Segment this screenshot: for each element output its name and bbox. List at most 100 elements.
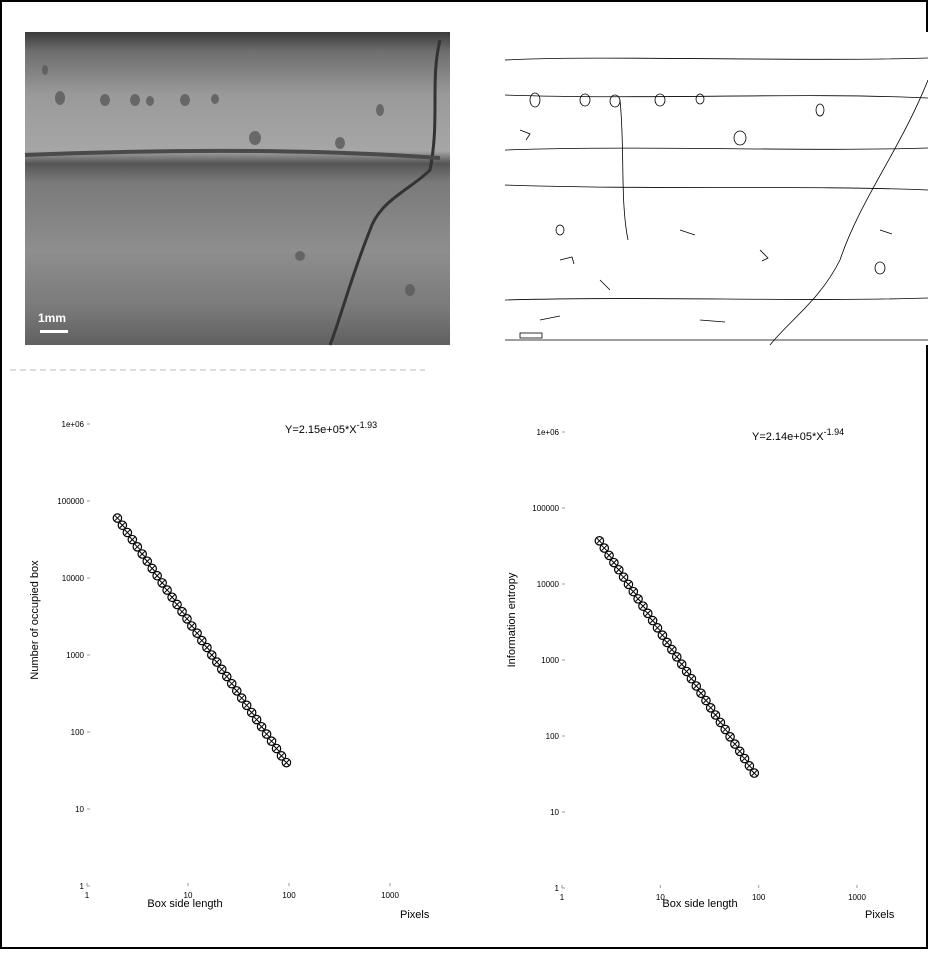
point-ring — [613, 564, 624, 575]
x-tick-label: 1000 — [848, 893, 866, 902]
point-ring — [251, 714, 262, 725]
data-point — [117, 520, 128, 531]
point-cross — [625, 581, 632, 588]
data-point — [206, 650, 217, 660]
point-cross — [615, 566, 622, 573]
point-ring — [167, 592, 177, 603]
point-ring — [127, 534, 138, 545]
point-ring — [599, 543, 610, 553]
data-point — [261, 729, 272, 739]
point-ring — [226, 678, 237, 689]
data-point — [197, 635, 207, 646]
point-ring — [192, 628, 202, 638]
data-point — [167, 592, 177, 603]
equation-base: Y=2.14e+05*X — [752, 431, 824, 443]
point-cross — [283, 759, 290, 766]
data-point — [256, 721, 267, 732]
point-cross — [712, 712, 719, 718]
point-cross — [134, 543, 141, 550]
point-ring — [157, 578, 167, 588]
y-tick-label: 1 — [555, 884, 560, 893]
x-axis-label: Box side length — [147, 898, 222, 910]
point-ring — [623, 579, 634, 590]
x-tick-label: 100 — [752, 893, 766, 902]
point-cross — [273, 745, 280, 752]
point-cross — [159, 580, 166, 586]
y-tick-label: 1000 — [541, 656, 559, 665]
equation: Y=2.15e+05*X-1.93 — [285, 420, 377, 436]
point-cross — [659, 632, 666, 639]
point-cross — [184, 615, 190, 622]
y-tick-label: 1000 — [66, 651, 84, 660]
data-point — [696, 688, 706, 699]
point-ring — [686, 673, 697, 684]
data-point — [744, 761, 755, 771]
point-ring — [638, 601, 648, 611]
point-ring — [730, 739, 740, 749]
data-point — [604, 550, 614, 561]
point-cross — [194, 630, 200, 637]
point-ring — [122, 527, 133, 538]
y-tick-label: 10000 — [537, 580, 560, 589]
point-cross — [654, 624, 661, 631]
point-cross — [144, 558, 151, 565]
point-ring — [212, 657, 222, 667]
point-ring — [749, 768, 760, 778]
equation-exponent: -1.93 — [357, 420, 378, 430]
point-ring — [628, 586, 639, 597]
data-point — [705, 702, 716, 713]
point-ring — [676, 659, 687, 670]
point-ring — [241, 700, 252, 711]
data-point — [749, 768, 760, 778]
y-tick-label: 100000 — [57, 497, 84, 506]
data-point — [226, 678, 237, 689]
x-tick-label: 1 — [85, 891, 90, 900]
data-point — [186, 621, 197, 631]
point-ring — [662, 637, 672, 648]
point-ring — [705, 702, 716, 713]
point-cross — [253, 716, 260, 723]
point-cross — [620, 574, 627, 581]
point-cross — [139, 551, 146, 557]
point-cross — [688, 675, 695, 682]
point-cross — [722, 726, 729, 733]
point-ring — [261, 729, 272, 739]
point-ring — [667, 644, 677, 655]
point-ring — [594, 536, 605, 546]
point-cross — [174, 601, 180, 608]
y-tick-label: 1e+06 — [537, 428, 560, 437]
point-ring — [112, 513, 123, 523]
point-cross — [124, 529, 131, 536]
data-point — [662, 637, 672, 648]
point-ring — [142, 556, 153, 567]
point-cross — [154, 572, 161, 579]
point-cross — [248, 709, 255, 716]
data-point — [281, 757, 292, 768]
point-ring — [744, 761, 755, 771]
data-point — [231, 686, 242, 696]
point-ring — [266, 736, 277, 746]
point-ring — [696, 688, 706, 699]
point-ring — [137, 549, 148, 559]
y-tick-label: 100 — [546, 732, 560, 741]
equation-base: Y=2.15e+05*X — [285, 424, 357, 436]
point-cross — [707, 704, 714, 711]
point-cross — [243, 702, 250, 709]
point-ring — [739, 753, 750, 764]
x-tick-label: 1000 — [381, 891, 399, 900]
point-cross — [268, 738, 275, 745]
data-point — [182, 614, 192, 624]
data-point — [127, 534, 138, 545]
point-ring — [618, 572, 629, 582]
point-cross — [644, 610, 651, 617]
data-point — [246, 707, 257, 718]
data-point — [638, 601, 648, 611]
point-ring — [720, 724, 731, 735]
data-point — [691, 681, 702, 691]
data-point — [152, 570, 162, 581]
point-cross — [703, 697, 709, 704]
point-ring — [162, 585, 172, 595]
point-ring — [652, 623, 663, 633]
data-point — [266, 736, 277, 746]
